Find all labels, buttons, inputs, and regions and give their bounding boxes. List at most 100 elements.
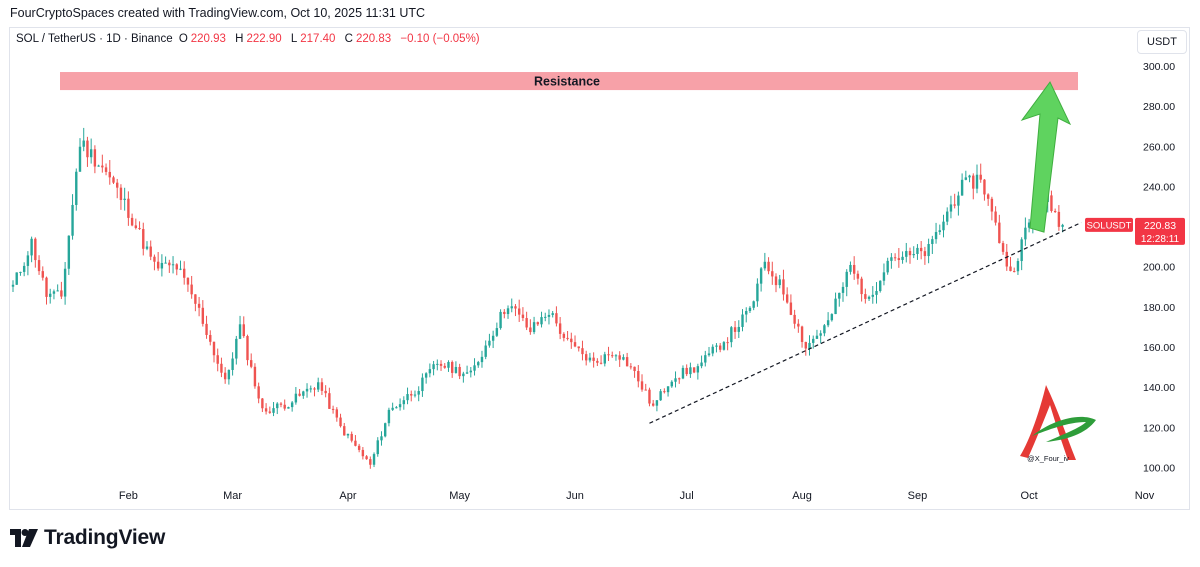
candle [384,422,387,438]
symbol-name[interactable]: SOL / TetherUS · 1D · Binance [16,33,173,45]
candle [826,312,830,328]
candle [387,407,391,427]
high-label: H [235,33,244,45]
candle [302,390,305,399]
candle [272,402,275,417]
candle [737,320,740,339]
candle [629,363,633,370]
y-tick-label: 260.00 [1143,141,1175,153]
candle [283,399,286,411]
currency-selector[interactable]: USDT [1137,30,1187,54]
candle [242,316,245,338]
candle [979,163,982,183]
candle [134,218,138,230]
candle [365,455,368,460]
candle [599,355,603,365]
candle [506,305,510,319]
candle [268,406,272,414]
candle [398,398,402,411]
candle [547,309,551,325]
candle [890,253,893,269]
candle [145,241,149,251]
close-label: C [344,33,353,45]
candle [718,342,722,353]
low-label: L [290,33,298,45]
tradingview-logo[interactable]: TradingView [10,526,165,550]
candle [797,319,800,333]
candle [800,325,804,348]
candle [346,433,350,439]
candle [279,402,283,408]
candle [957,191,960,216]
candle [871,286,874,304]
candle [815,329,819,339]
candle [436,359,439,371]
candle [160,254,164,277]
symbol-tag-label: SOLUSDT [1087,220,1132,231]
candle [298,389,301,397]
candle [960,173,964,196]
x-tick-label: Jun [566,490,584,502]
candle [305,383,309,398]
candle [1016,258,1020,275]
candle [852,256,856,280]
candle [931,235,934,254]
candle [15,272,18,285]
candle [454,361,458,374]
candle [75,168,78,211]
candle [197,296,201,317]
candle [60,281,63,300]
candle [692,367,696,374]
candle [253,363,257,389]
candle [916,244,919,260]
candle [413,390,417,398]
candle [108,160,111,185]
candle [637,365,640,388]
candle [555,306,558,327]
candle [763,252,767,271]
candle [439,360,443,371]
candle [465,365,469,374]
candle [175,263,178,276]
candle [380,431,383,446]
high-value: 222.90 [246,33,282,45]
x-tick-label: Nov [1135,490,1155,502]
candle [521,307,525,322]
candle [1009,256,1012,272]
low-value: 217.40 [300,33,336,45]
candle [250,353,253,369]
candle [689,362,692,378]
candle [119,184,123,210]
candle [681,365,685,380]
candle [171,256,175,274]
candle [212,341,216,363]
candle [317,377,320,393]
candle [715,343,718,353]
candle [633,366,636,378]
candle [722,341,726,351]
candle [201,300,205,327]
candle [1013,267,1016,273]
candle [745,307,748,323]
candle [261,398,264,413]
candle [168,259,171,273]
x-tick-label: Apr [339,490,356,502]
candle [216,348,219,372]
candle [893,253,897,262]
candle-countdown: 12:28:11 [1141,234,1180,245]
candle [581,340,584,361]
candle [856,270,860,285]
candle [625,352,629,367]
candle [246,334,249,366]
candle [514,304,517,317]
candle [670,380,673,388]
candle [983,179,986,201]
candle [37,255,41,275]
candle [834,292,837,315]
candle [517,299,521,322]
candle [235,335,238,365]
candle [864,288,867,304]
candle [558,317,562,340]
candle [450,360,454,378]
